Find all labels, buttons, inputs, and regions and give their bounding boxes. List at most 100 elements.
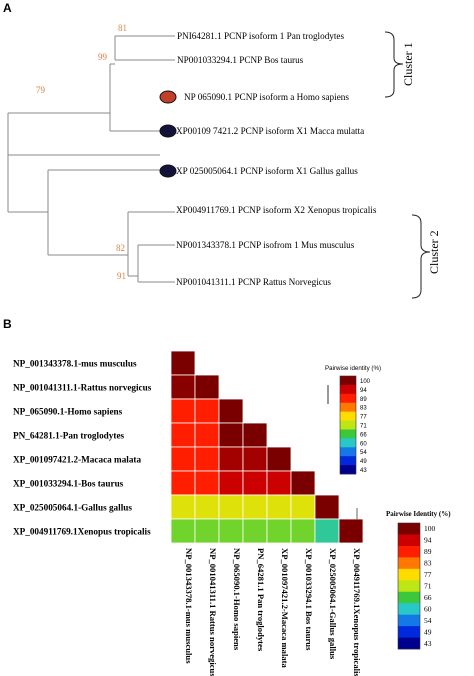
legend-swatch (398, 568, 420, 581)
heatmap-cell (170, 446, 196, 472)
panel-a-label: A (3, 1, 12, 15)
heatmap-cell (338, 518, 364, 544)
legend-frame (339, 375, 357, 475)
legend-tick-label: 71 (360, 424, 367, 430)
legend-swatch (340, 393, 356, 404)
heatmap-cell (170, 518, 196, 544)
legend-swatch (340, 456, 356, 466)
legend-tick-label: 83 (360, 406, 367, 412)
legend-swatch (398, 626, 420, 638)
legend-tick-label: 66 (424, 593, 432, 602)
row-label: XP_004911769.1Xenopus tropicalis (13, 527, 151, 537)
column-label: PN_64281.1 Pan troglodytes (256, 548, 266, 652)
legend-tick-label: 60 (360, 441, 367, 447)
heatmap-cell (194, 494, 220, 520)
legend-tick-label: 89 (360, 397, 367, 403)
legend-swatch (340, 465, 356, 475)
tree-labels: PNI64281.1 PCNP isoform 1 Pan troglodyte… (36, 23, 441, 287)
legend-tick-label: 60 (424, 604, 432, 613)
legend-swatch (398, 603, 420, 615)
legend-swatch (340, 438, 356, 448)
legend-swatch (340, 411, 356, 421)
legend-frame (397, 522, 421, 650)
heatmap-color-legend-enlarged: Pairwise Identity (%) 100 94 89 83 77 71 66 60 5… (386, 510, 451, 650)
legend-tick-label: 83 (424, 559, 432, 568)
legend-tick-label: 54 (424, 616, 432, 625)
column-label: XP_001033294.1 Bos taurus (304, 548, 314, 651)
node-marker-homo-sapiens (159, 90, 177, 104)
column-label: NP_065090.1-Homo sapiens (232, 548, 242, 651)
taxon-label: XP 025005064.1 PCNP isoform X1 Gallus ga… (176, 166, 358, 176)
column-label: XP_001097421.2-Macaca malata (280, 548, 290, 669)
heatmap-cell (266, 470, 292, 496)
tree-clade-1-branches (8, 35, 175, 132)
legend-tick-label: 100 (424, 524, 436, 533)
heatmap-cell (170, 350, 196, 376)
taxon-label: PNI64281.1 PCNP isoform 1 Pan troglodyte… (177, 31, 345, 41)
column-label: XP_004911769.1Xenopus tropicalis (352, 548, 362, 676)
heatmap-cell (218, 398, 244, 424)
heatmap-cell (266, 518, 292, 544)
cluster-2-label: Cluster 2 (427, 230, 441, 274)
heatmap-cell (242, 518, 268, 544)
legend-swatch (340, 376, 356, 386)
taxon-label: NP 065090.1 PCNP isoform a Homo sapiens (184, 92, 349, 102)
row-label: NP_001343378.1-mus musculus (13, 359, 137, 369)
legend-tick-label: 71 (424, 582, 432, 591)
legend-tick-label: 94 (424, 536, 432, 545)
row-label: XP_001097421.2-Macaca malata (13, 455, 141, 465)
bootstrap-value: 82 (116, 243, 125, 253)
heatmap-cell (218, 446, 244, 472)
bootstrap-value: 99 (98, 52, 108, 62)
legend-title: Pairwise Identity (%) (386, 510, 451, 518)
legend-swatch (398, 591, 420, 604)
legend-swatch (340, 429, 356, 439)
heatmap-cell (314, 518, 340, 544)
heatmap-cell (170, 470, 196, 496)
heatmap-cell (266, 494, 292, 520)
heatmap-column-labels: NP_001343378.1-mus musculus NP_001041311.… (184, 548, 362, 676)
heatmap-cell (194, 374, 220, 400)
column-label: NP_001343378.1-mus musculus (184, 548, 194, 664)
legend-swatch (398, 614, 420, 627)
heatmap-row-labels: NP_001343378.1-mus musculus NP_001041311.… (13, 359, 152, 537)
legend-swatch (398, 637, 420, 650)
legend-tick-label: 43 (424, 639, 432, 648)
bootstrap-value: 91 (117, 271, 126, 281)
taxon-label: XP004911769.1 PCNP isoform X2 Xenopus tr… (176, 205, 377, 215)
taxon-label: NP001041311.1 PCNP Rattus Norvegicus (176, 277, 331, 287)
row-label: PN_64281.1-Pan troglodytes (13, 431, 125, 441)
phylogenetic-tree (7, 31, 431, 299)
heatmap-cell (194, 398, 220, 424)
legend-swatch (398, 534, 420, 547)
heatmap-cell (194, 470, 220, 496)
identity-heatmap (170, 350, 364, 544)
heatmap-cell (170, 422, 196, 448)
heatmap-cell (266, 446, 292, 472)
panel-b-label: B (3, 317, 12, 331)
heatmap-cell (194, 422, 220, 448)
heatmap-cell (170, 374, 196, 400)
cluster-1-bracket (384, 31, 404, 98)
heatmap-cell (170, 398, 196, 424)
heatmap-cell (242, 446, 268, 472)
column-label: NP_001041311.1 Rattus norvegicus (208, 548, 218, 676)
heatmap-cell (170, 494, 196, 520)
legend-tick-label: 77 (360, 415, 367, 421)
heatmap-cell (290, 470, 316, 496)
heatmap-cell (218, 494, 244, 520)
heatmap-cell (218, 422, 244, 448)
bootstrap-value: 81 (118, 23, 127, 33)
heatmap-cell (242, 422, 268, 448)
legend-title: Pairwise identity (%) (325, 365, 381, 372)
legend-swatch (340, 402, 356, 412)
taxon-label: NP001343378.1 PCNP isofrom 1 Mus musculu… (176, 240, 355, 250)
legend-tick-label: 49 (360, 459, 367, 465)
taxon-label: XP00109 7421.2 PCNP isoform X1 Macca mul… (176, 126, 364, 136)
heatmap-cell (242, 470, 268, 496)
heatmap-cell (218, 470, 244, 496)
legend-tick-label: 49 (424, 627, 432, 636)
legend-tick-label: 89 (424, 547, 432, 556)
legend-swatch (398, 545, 420, 558)
heatmap-cell (194, 446, 220, 472)
